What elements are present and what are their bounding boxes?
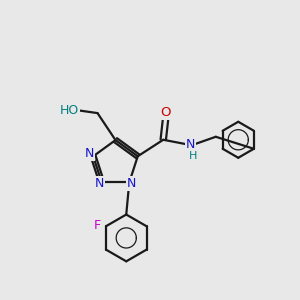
Text: HO: HO [59, 103, 79, 117]
Text: N: N [127, 177, 136, 190]
Text: O: O [160, 106, 171, 119]
Text: N: N [85, 147, 94, 161]
Text: N: N [186, 138, 195, 151]
Text: H: H [188, 151, 197, 161]
Text: N: N [95, 177, 104, 190]
Text: F: F [94, 218, 101, 232]
